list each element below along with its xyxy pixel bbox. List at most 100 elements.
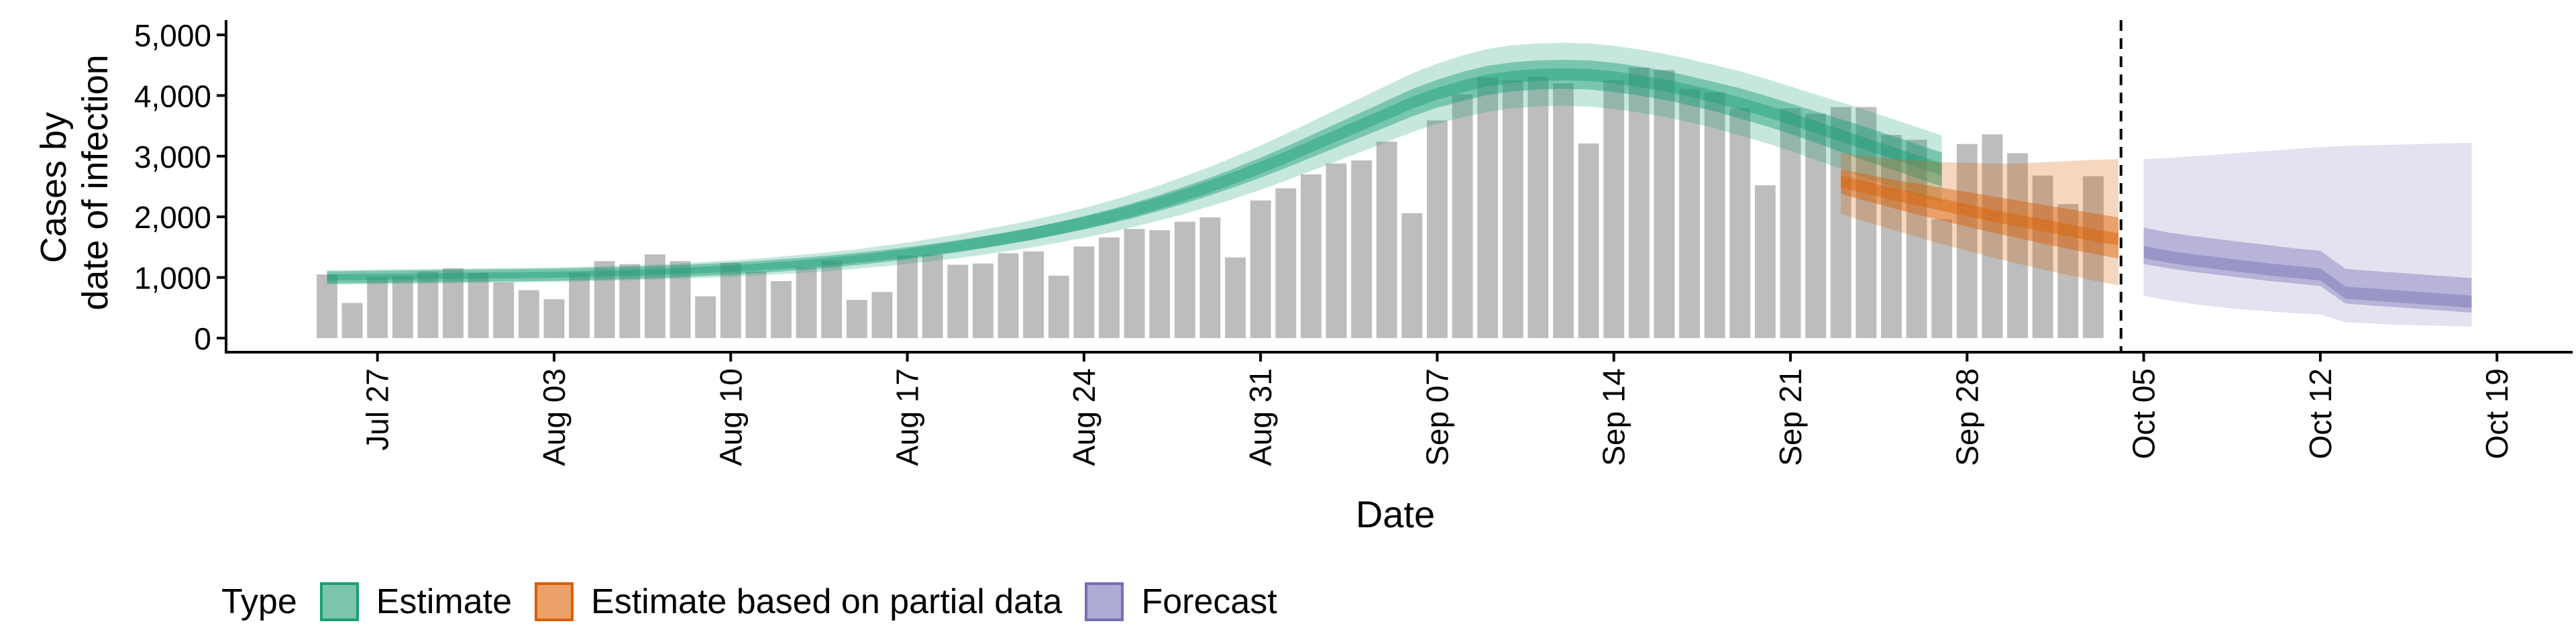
bar [443,268,464,338]
bar [1830,107,1851,339]
bar [1956,144,1978,338]
bar [695,296,716,338]
bar [1856,107,1877,339]
bar [922,254,943,338]
legend-swatch-estimate [319,582,359,621]
legend-label-estimate: Estimate [376,582,513,621]
legend-label-partial: Estimate based on partial data [591,582,1063,621]
legend-title: Type [221,582,297,621]
bar [1452,94,1473,339]
series-1-outer-band [1841,153,2118,286]
observed-case-bars [317,67,2104,339]
x-tick-label: Aug 24 [1067,368,1102,466]
bar [1729,108,1751,338]
bar [1502,80,1523,339]
y-tick-label: 2,000 [134,200,211,235]
bar [619,264,641,338]
bar [846,300,867,338]
bar [417,271,439,338]
bar [1275,188,1297,338]
x-tick-label: Aug 10 [713,368,748,466]
legend-swatch-partial [535,582,574,621]
bar [1754,185,1776,338]
bar [897,256,918,338]
bar [1174,221,1195,338]
bar [2032,175,2053,338]
x-tick-label: Sep 07 [1419,368,1454,466]
legend-item-partial: Estimate based on partial data [535,582,1062,622]
legend: Type Estimate Estimate based on partial … [221,578,1300,625]
bar [998,253,1019,338]
bar [1149,230,1171,338]
y-axis-label-line-1: Cases by [34,112,74,263]
bar [1982,134,2003,339]
bar [1225,257,1246,338]
bar [1326,163,1347,338]
bar [1780,108,1801,338]
bar [1881,135,1902,338]
bar [1628,67,1650,338]
bar [745,271,767,338]
bar [1805,113,1827,338]
bar [771,281,792,338]
bar [947,264,969,338]
legend-item-forecast: Forecast [1085,582,1277,622]
x-tick-label: Oct 19 [2479,368,2514,460]
bar [871,292,893,338]
bar [1376,142,1397,338]
y-tick-label: 5,000 [134,18,211,53]
bar [543,299,565,338]
bar [569,272,590,338]
x-tick-label: Aug 17 [890,368,925,466]
bar [972,263,994,338]
y-tick-label: 1,000 [134,261,211,296]
x-tick-label: Sep 28 [1949,368,1984,466]
bar [493,282,515,338]
legend-swatch-forecast [1085,582,1124,621]
y-tick-label: 4,000 [134,78,211,113]
series-2-median-band [2143,246,2472,308]
x-tick-label: Sep 21 [1773,368,1808,466]
series-0-outer-band [327,42,1942,285]
x-tick-label: Oct 12 [2303,368,2338,460]
y-tick-label: 0 [194,321,211,356]
bar [367,276,388,338]
bar [1654,70,1675,338]
bar [1199,217,1221,338]
series-2-outer-band [2143,142,2472,327]
x-tick-label: Jul 27 [360,368,395,451]
x-tick-label: Sep 14 [1597,368,1631,466]
bar [518,290,539,338]
y-tick-label: 3,000 [134,140,211,174]
bar [1401,213,1423,338]
bar [720,262,741,338]
bar [468,272,489,338]
bar [1124,229,1145,338]
bar [1048,275,1069,338]
x-tick-label: Oct 05 [2127,368,2161,460]
x-tick-label: Aug 31 [1243,368,1278,466]
y-axis-label-line-2: date of infection [75,54,115,310]
bar [1351,160,1373,339]
bar [1023,251,1044,338]
bar [1679,89,1700,338]
bar [341,303,363,338]
bar [1426,120,1448,339]
bar [1553,83,1574,338]
bar [644,254,665,338]
bar [2007,153,2028,338]
bar [1250,200,1271,338]
bar [392,276,413,338]
series-1-median-band [1841,175,2118,246]
x-tick-label: Aug 03 [537,368,572,466]
estimate-ribbons [327,42,2472,327]
bar [2082,176,2104,338]
axes: 0 1,000 2,000 3,000 4,000 5,000 Jul 27 Aug 03 Au… [134,18,2573,466]
bar [2057,204,2079,338]
bar [1073,246,1095,338]
bar [1099,237,1120,338]
bar [594,261,615,338]
series-1-inner-band [1841,169,2118,259]
y-axis-label: Cases by date of infection [34,54,115,310]
